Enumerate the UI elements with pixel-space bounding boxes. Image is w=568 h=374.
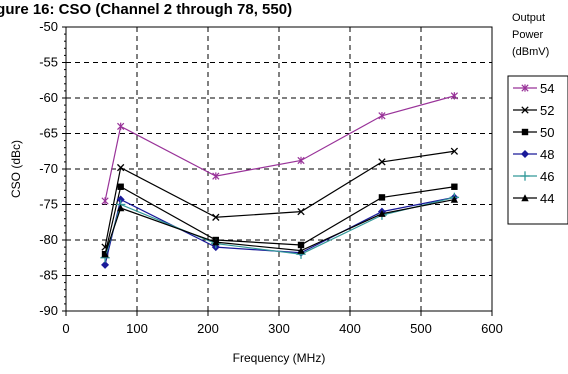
y-tick-label: -80 — [39, 232, 58, 247]
data-point-48 — [116, 195, 125, 204]
y-tick-label: -85 — [39, 268, 58, 283]
data-point-44 — [378, 210, 386, 217]
data-point-52 — [450, 147, 459, 155]
series-44 — [101, 195, 459, 258]
series-46 — [100, 192, 460, 263]
legend-title-line-1: Output — [512, 12, 545, 24]
chart-title: igure 16: CSO (Channel 2 through 78, 550… — [0, 1, 292, 18]
data-point-50 — [378, 194, 386, 201]
legend-marker — [521, 106, 529, 114]
y-tick-label: -70 — [39, 161, 58, 176]
x-tick-label: 400 — [339, 321, 361, 336]
legend-label: 46 — [540, 169, 554, 184]
series-line-54 — [104, 95, 455, 202]
legend-label: 54 — [540, 81, 554, 96]
legend-item-52: 52 — [513, 103, 554, 118]
x-tick-label: 100 — [126, 321, 148, 336]
data-point-50 — [297, 241, 305, 249]
legend-marker — [521, 194, 529, 202]
legend: Output Power (dBmV) 54 52 50 48 46 44 — [507, 12, 568, 225]
data-point-52 — [297, 207, 305, 216]
y-tick-label: -75 — [39, 197, 58, 212]
series-group — [100, 92, 460, 269]
series-line-50 — [104, 185, 455, 255]
series-48 — [101, 193, 459, 269]
data-point-44 — [212, 238, 220, 246]
data-point-50 — [117, 183, 124, 190]
series-52 — [101, 147, 459, 251]
series-line-46 — [104, 196, 455, 258]
data-point-44 — [450, 195, 459, 203]
data-point-52 — [378, 158, 386, 166]
y-tick-label: -50 — [39, 19, 58, 34]
y-axis: -50 -55 -60 -65 -70 -75 -80 -85 -90 — [39, 19, 66, 318]
legend-marker — [521, 150, 529, 158]
y-tick-label: -55 — [39, 55, 58, 70]
legend-title-line-2: Power — [512, 29, 544, 41]
x-axis-label: Frequency (MHz) — [233, 351, 326, 365]
data-point-54 — [101, 197, 109, 205]
legend-item-48: 48 — [513, 147, 554, 162]
legend-marker — [521, 84, 529, 92]
series-line-44 — [104, 198, 455, 255]
legend-label: 48 — [540, 147, 554, 162]
x-tick-label: 0 — [62, 321, 69, 336]
y-tick-label: -65 — [39, 126, 58, 141]
legend-label: 52 — [540, 103, 554, 118]
legend-item-46: 46 — [513, 169, 554, 184]
legend-marker — [521, 128, 529, 136]
x-axis: 0 100 200 300 400 500 600 — [62, 311, 503, 336]
series-line-52 — [104, 150, 455, 248]
data-point-54 — [378, 112, 386, 120]
legend-item-44: 44 — [513, 191, 554, 206]
data-point-54 — [212, 172, 220, 180]
legend-item-50: 50 — [513, 125, 554, 140]
data-point-52 — [117, 163, 125, 172]
y-tick-label: -60 — [39, 90, 58, 105]
legend-box — [507, 75, 568, 225]
legend-title-line-3: (dBmV) — [512, 46, 549, 58]
x-tick-label: 500 — [410, 321, 432, 336]
x-tick-label: 200 — [197, 321, 219, 336]
data-point-54 — [450, 92, 458, 100]
data-point-54 — [117, 122, 125, 131]
y-tick-label: -90 — [39, 303, 58, 318]
series-54 — [101, 92, 458, 205]
legend-label: 44 — [540, 191, 554, 206]
data-point-44 — [101, 250, 109, 258]
y-axis-label: CSO (dBc) — [9, 140, 23, 198]
grid — [66, 27, 492, 311]
data-point-48 — [101, 260, 110, 269]
data-point-52 — [212, 213, 220, 221]
legend-marker — [520, 171, 530, 181]
legend-label: 50 — [540, 125, 554, 140]
data-point-54 — [297, 156, 305, 165]
x-tick-label: 300 — [268, 321, 290, 336]
data-point-44 — [116, 204, 125, 212]
x-tick-label: 600 — [481, 321, 503, 336]
data-point-50 — [451, 183, 458, 190]
legend-item-54: 54 — [513, 81, 554, 96]
data-point-44 — [297, 246, 305, 254]
